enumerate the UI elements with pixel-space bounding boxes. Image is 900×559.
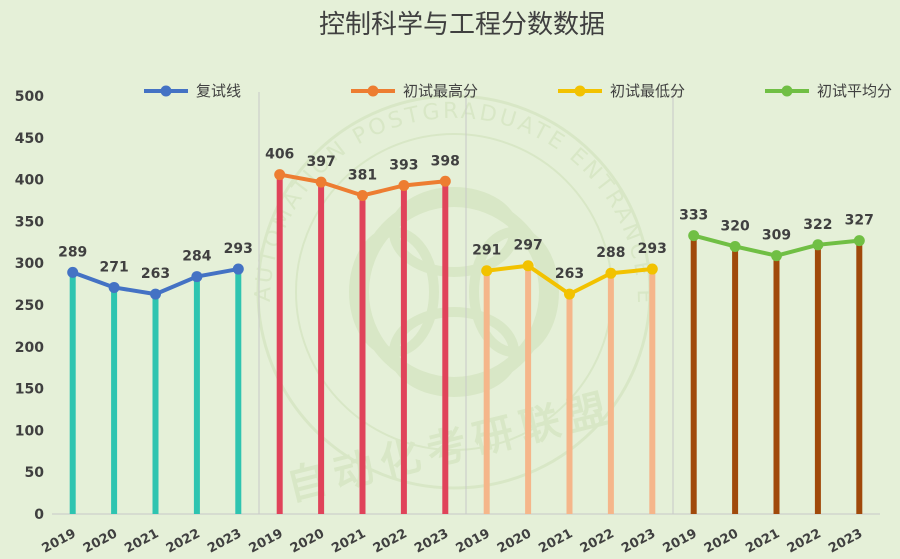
data-label: 263 <box>555 266 584 282</box>
data-point <box>315 176 327 188</box>
data-label: 398 <box>431 153 460 169</box>
data-point <box>688 230 700 242</box>
legend-swatch-marker <box>367 85 379 97</box>
plot-area: 289 271 263 284 293 406 397 381 393 398 291 297 263 2… <box>58 147 874 514</box>
data-label: 291 <box>472 243 501 259</box>
legend-label: 初试最低分 <box>610 82 685 100</box>
x-tick-label: 2019 <box>247 526 286 556</box>
legend: 复试线 初试最高分 初试最低分 初试平均分 <box>144 82 892 100</box>
data-label: 397 <box>306 154 335 170</box>
data-label: 309 <box>762 228 791 244</box>
data-label: 320 <box>720 218 749 234</box>
data-point <box>67 266 79 278</box>
x-tick-label: 2019 <box>454 526 493 556</box>
legend-label: 初试平均分 <box>817 82 892 100</box>
y-tick-label: 250 <box>15 298 44 314</box>
x-tick-label: 2020 <box>81 526 120 556</box>
x-tick-label: 2023 <box>205 526 244 556</box>
y-tick-label: 50 <box>25 465 45 481</box>
y-tick-label: 350 <box>15 214 44 230</box>
data-point <box>646 263 658 275</box>
data-point <box>564 288 575 300</box>
x-axis: 2019 2020 2021 2022 2023 2019 2020 2021 2022 2023… <box>40 526 866 556</box>
data-point <box>398 179 410 191</box>
legend-swatch-marker <box>160 85 172 97</box>
x-tick-label: 2022 <box>164 526 203 556</box>
data-label: 327 <box>845 213 874 229</box>
x-tick-label: 2022 <box>578 526 617 556</box>
data-point <box>605 267 617 279</box>
x-tick-label: 2021 <box>122 526 161 556</box>
y-axis: 0 50 100 150 200 250 300 350 400 450 500 <box>15 89 880 523</box>
x-tick-label: 2019 <box>661 526 700 556</box>
data-label: 263 <box>141 266 170 282</box>
y-tick-label: 500 <box>15 89 44 105</box>
data-label: 293 <box>638 241 667 257</box>
data-label: 393 <box>389 157 418 173</box>
x-tick-label: 2021 <box>329 526 368 556</box>
y-tick-label: 100 <box>15 423 44 439</box>
data-point <box>108 281 120 293</box>
x-tick-label: 2022 <box>785 526 824 556</box>
data-point <box>232 263 244 275</box>
data-point <box>439 175 451 187</box>
data-label: 293 <box>224 241 253 257</box>
x-tick-label: 2023 <box>826 526 865 556</box>
legend-label: 初试最高分 <box>403 82 478 100</box>
data-point <box>274 169 286 181</box>
data-point <box>191 271 203 283</box>
data-label: 297 <box>513 238 542 254</box>
data-label: 288 <box>596 245 625 261</box>
data-point <box>150 288 161 300</box>
data-label: 381 <box>348 167 377 183</box>
legend-label: 复试线 <box>196 82 241 100</box>
watermark: AUTOMATION POSTGRADUATE ENTRANCE EXAMINA… <box>0 0 654 510</box>
x-tick-label: 2021 <box>743 526 782 556</box>
x-tick-label: 2021 <box>536 526 575 556</box>
data-label: 271 <box>99 259 128 275</box>
data-point <box>812 239 824 251</box>
data-label: 284 <box>182 249 211 265</box>
x-tick-label: 2022 <box>371 526 410 556</box>
data-point <box>481 265 493 277</box>
y-tick-label: 200 <box>15 340 44 356</box>
data-point <box>729 240 741 252</box>
data-label: 289 <box>58 244 87 260</box>
x-tick-label: 2020 <box>288 526 327 556</box>
data-point <box>853 235 865 247</box>
y-tick-label: 450 <box>15 131 44 147</box>
y-tick-label: 400 <box>15 173 44 189</box>
x-tick-label: 2023 <box>619 526 658 556</box>
data-label: 406 <box>265 147 294 163</box>
data-point <box>522 260 534 272</box>
legend-swatch-marker <box>781 85 793 97</box>
data-label: 333 <box>679 208 708 224</box>
y-tick-label: 300 <box>15 256 44 272</box>
y-tick-label: 150 <box>15 382 44 398</box>
x-tick-label: 2023 <box>412 526 451 556</box>
y-tick-label: 0 <box>34 507 44 523</box>
legend-swatch-marker <box>574 85 586 97</box>
x-tick-label: 2020 <box>495 526 534 556</box>
x-tick-label: 2020 <box>702 526 741 556</box>
data-point <box>357 189 368 201</box>
data-point <box>771 250 782 262</box>
x-tick-label: 2019 <box>40 526 79 556</box>
group-dividers <box>258 92 674 514</box>
data-label: 322 <box>803 217 832 233</box>
chart-title: 控制科学与工程分数数据 <box>319 10 605 40</box>
